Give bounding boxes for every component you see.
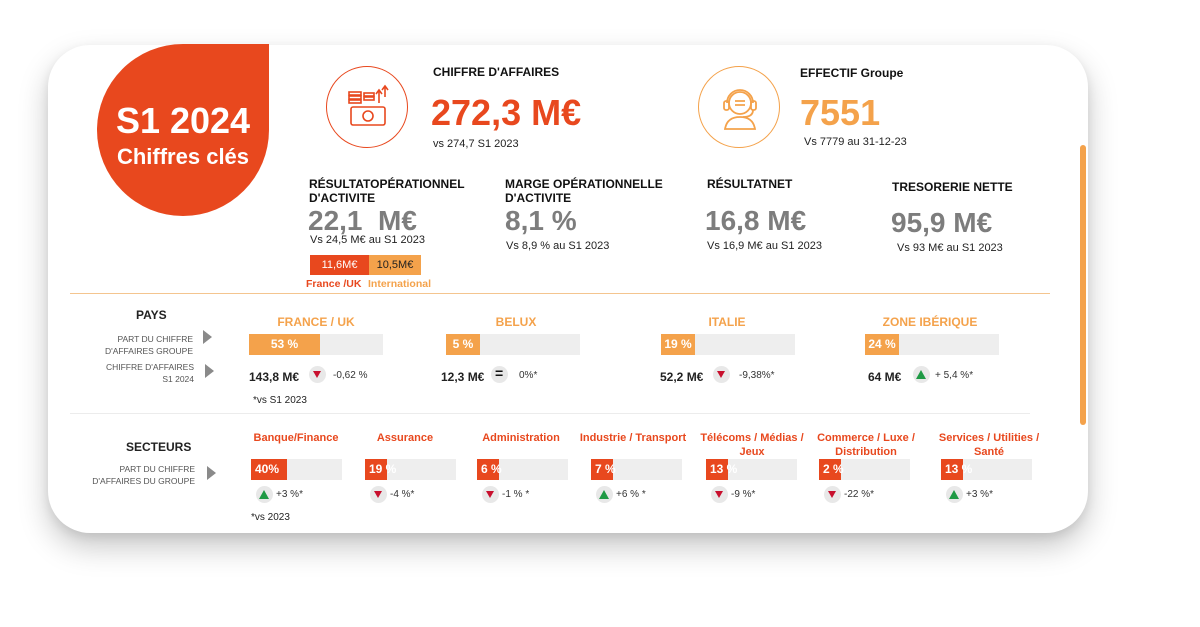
operating-margin-comparison: Vs 8,9 % au S1 2023	[506, 240, 610, 252]
trend-down-icon	[482, 486, 499, 503]
country-revenue: 12,3 M€	[441, 370, 485, 384]
operating-result-value: 22,1 M€	[308, 205, 417, 236]
pays-section-title: PAYS	[136, 308, 167, 322]
share-bar-fill: 24 %	[865, 334, 899, 355]
triangle-right-icon	[205, 364, 214, 378]
share-bar-fill: 40%	[251, 459, 288, 480]
country-name: ZONE IBÉRIQUE	[882, 315, 978, 329]
secteurs-footnote: *vs 2023	[251, 512, 290, 523]
headcount-value: 7551	[800, 92, 881, 133]
share-bar: 24 %	[865, 334, 999, 355]
share-bar-fill: 19 %	[365, 459, 396, 480]
coins-cash-icon	[326, 66, 408, 148]
headcount-label: EFFECTIF Groupe	[800, 66, 904, 80]
share-bar-fill: 19 %	[661, 334, 695, 355]
sector-name: Services / Utilities / Santé	[938, 432, 1040, 458]
divider	[70, 293, 1050, 294]
sector-change: -1 % *	[502, 489, 530, 500]
share-bar: 13 %	[706, 459, 797, 480]
share-bar: 6 %	[477, 459, 568, 480]
split-international-bar: 10,5M€	[369, 255, 421, 275]
trend-up-icon	[913, 366, 930, 383]
country-change: + 5,4 %*	[935, 370, 974, 381]
trend-equal-icon: =	[491, 365, 508, 383]
country-revenue: 143,8 M€	[249, 370, 300, 384]
sector-change: +6 % *	[616, 489, 646, 500]
country-revenue: 64 M€	[868, 370, 902, 384]
sector-name: Industrie / Transport	[579, 432, 687, 444]
revenue-label: CHIFFRE D'AFFAIRES	[433, 65, 560, 79]
share-bar: 13 %	[941, 459, 1032, 480]
share-bar: 19 %	[365, 459, 456, 480]
trend-down-icon	[370, 486, 387, 503]
share-bar: 40%	[251, 459, 342, 480]
sector-name: Commerce / Luxe / Distribution	[817, 432, 915, 458]
trend-down-icon	[713, 366, 730, 383]
operating-result-comparison: Vs 24,5 M€ au S1 2023	[310, 234, 425, 246]
split-france-label: France /UK	[306, 278, 362, 290]
sector-change: -4 %*	[390, 489, 415, 500]
share-bar-fill: 13 %	[706, 459, 737, 480]
share-bar: 5 %	[446, 334, 580, 355]
country-name: ITALIE	[708, 315, 746, 329]
revenue-value: 272,3 M€	[431, 92, 582, 133]
pays-share-row-label: PART DU CHIFFRE D'AFFAIRES GROUPE	[104, 334, 193, 356]
trend-down-icon	[711, 486, 728, 503]
net-cash-value: 95,9 M€	[891, 207, 993, 238]
sector-name: Administration	[482, 432, 560, 444]
country-name: BELUX	[495, 315, 537, 329]
divider	[70, 413, 1030, 414]
operating-margin-label: MARGE OPÉRATIONNELLE D'ACTIVITE	[505, 177, 663, 205]
share-bar-fill: 6 %	[477, 459, 502, 480]
net-result-label: RÉSULTATNET	[707, 177, 793, 191]
net-result-value: 16,8 M€	[705, 205, 807, 236]
sector-name: Assurance	[376, 432, 434, 444]
share-bar: 2 %	[819, 459, 910, 480]
sector-change: -22 %*	[844, 489, 875, 500]
revenue-comparison: vs 274,7 S1 2023	[433, 138, 519, 150]
split-international-label: International	[368, 278, 432, 290]
scrollbar[interactable]	[1080, 145, 1086, 425]
period-title: S1 2024	[115, 100, 251, 141]
support-agent-icon	[698, 66, 780, 148]
share-bar-fill: 5 %	[446, 334, 480, 355]
sector-name: Banque/Finance	[253, 432, 339, 444]
sector-change: +3 %*	[966, 489, 993, 500]
sector-change: -9 %*	[731, 489, 756, 500]
sector-name: Télécoms / Médias / Jeux	[700, 432, 804, 458]
share-bar-fill: 13 %	[941, 459, 972, 480]
trend-up-icon	[946, 486, 963, 503]
trend-down-icon	[824, 486, 841, 503]
country-change: -9,38%*	[739, 370, 775, 381]
share-bar-fill: 53 %	[249, 334, 321, 355]
trend-down-icon	[309, 366, 326, 383]
pays-footnote: *vs S1 2023	[253, 395, 307, 406]
country-name: FRANCE / UK	[277, 315, 355, 329]
sector-change: +3 %*	[276, 489, 303, 500]
period-subtitle: Chiffres clés	[116, 144, 250, 169]
trend-up-icon	[256, 486, 273, 503]
country-revenue: 52,2 M€	[660, 370, 704, 384]
triangle-right-icon	[203, 330, 212, 344]
country-change: 0%*	[519, 370, 538, 381]
headcount-comparison: Vs 7779 au 31-12-23	[804, 136, 907, 148]
pays-revenue-row-label: CHIFFRE D'AFFAIRES S1 2024	[105, 362, 194, 384]
trend-up-icon	[596, 486, 613, 503]
triangle-right-icon	[207, 466, 216, 480]
operating-margin-value: 8,1 %	[505, 205, 577, 236]
net-result-comparison: Vs 16,9 M€ au S1 2023	[707, 240, 822, 252]
country-change: -0,62 %	[333, 370, 368, 381]
title-badge: S1 2024 Chiffres clés	[97, 44, 269, 216]
share-bar: 7 %	[591, 459, 682, 480]
split-france-bar: 11,6M€	[310, 255, 369, 275]
net-cash-label: TRESORERIE NETTE	[892, 180, 1013, 194]
secteurs-section-title: SECTEURS	[126, 440, 192, 454]
secteurs-share-row-label: PART DU CHIFFRE D'AFFAIRES DU GROUPE	[92, 464, 195, 486]
share-bar: 19 %	[661, 334, 795, 355]
share-bar-fill: 2 %	[819, 459, 844, 480]
share-bar: 53 %	[249, 334, 383, 355]
share-bar-fill: 7 %	[591, 459, 616, 480]
net-cash-comparison: Vs 93 M€ au S1 2023	[897, 242, 1003, 254]
operating-result-label: RÉSULTATOPÉRATIONNEL D'ACTIVITE	[309, 177, 465, 205]
